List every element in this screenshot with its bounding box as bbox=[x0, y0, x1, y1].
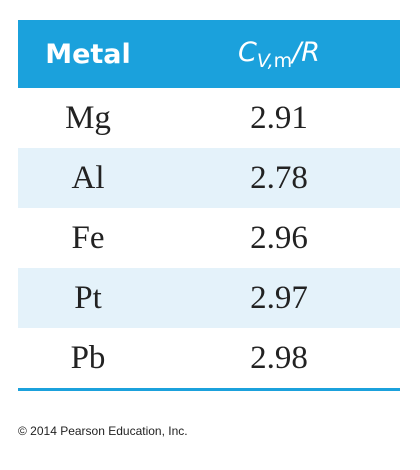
symbol: C bbox=[237, 36, 257, 68]
copyright: © 2014 Pearson Education, Inc. bbox=[18, 424, 188, 438]
value-cell: 2.96 bbox=[250, 219, 308, 256]
value-cell: 2.97 bbox=[250, 279, 308, 316]
table: Metal CV,m/R Mg 2.91 Al 2.78 Fe 2.96 Pt 2.97 Pb 2… bbox=[18, 20, 400, 391]
metal-cell: Al bbox=[71, 159, 105, 196]
header-cell: Metal bbox=[45, 38, 131, 70]
table-body: Mg 2.91 Al 2.78 Fe 2.96 Pt 2.97 Pb 2.98 bbox=[18, 88, 400, 388]
table-row: Pb 2.98 bbox=[18, 328, 400, 388]
bottom-rule bbox=[18, 388, 400, 391]
metal-cell: Pb bbox=[70, 339, 106, 376]
metal-cell: Mg bbox=[65, 99, 111, 136]
value-cell: 2.91 bbox=[250, 99, 308, 136]
suffix: /R bbox=[292, 36, 321, 68]
table-row: Fe 2.96 bbox=[18, 208, 400, 268]
header-row: Metal CV,m/R bbox=[18, 20, 400, 88]
subscript-italic: V, bbox=[256, 49, 274, 72]
metal-cell: Fe bbox=[71, 219, 105, 256]
value-cell: 2.98 bbox=[250, 339, 308, 376]
table-row: Al 2.78 bbox=[18, 148, 400, 208]
subscript: V,m bbox=[257, 50, 292, 72]
metal-cell: Pt bbox=[74, 279, 102, 316]
value-cell: 2.78 bbox=[250, 159, 308, 196]
table-row: Mg 2.91 bbox=[18, 88, 400, 148]
table-row: Pt 2.97 bbox=[18, 268, 400, 328]
header-cell: CV,m/R bbox=[158, 37, 400, 72]
subscript-roman: m bbox=[273, 49, 293, 72]
